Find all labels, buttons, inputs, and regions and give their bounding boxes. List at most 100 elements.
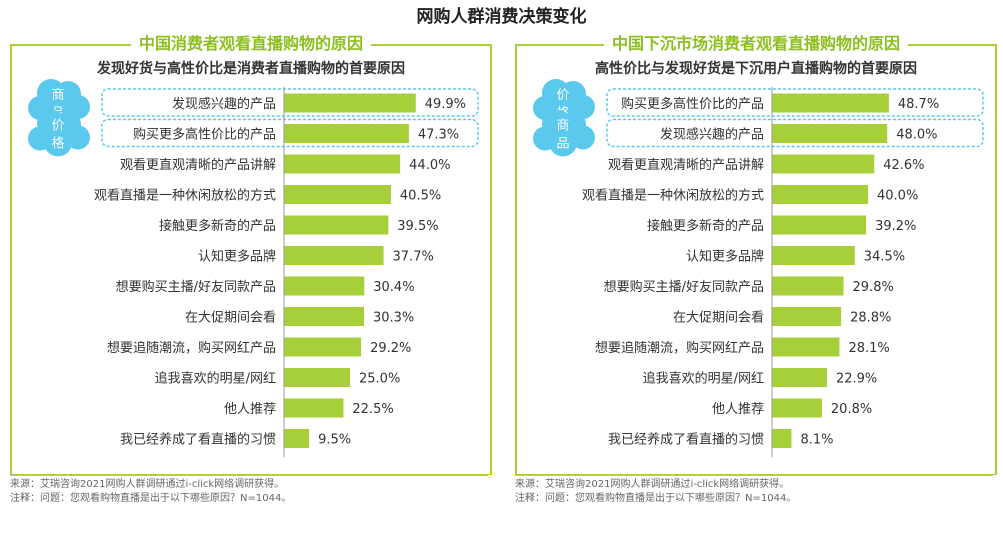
cloud-tag-char: 价 <box>556 88 569 103</box>
value-label: 20.8% <box>831 402 872 417</box>
category-label: 发现感兴趣的产品 <box>660 127 764 143</box>
category-label: 我已经养成了看直播的习惯 <box>120 432 276 448</box>
value-label: 39.5% <box>397 219 438 234</box>
bar <box>772 93 889 113</box>
cloud-lobe <box>571 125 595 150</box>
bar <box>772 337 840 357</box>
chart-subtitle: 高性价比与发现好货是下沉用户直播购物的首要原因 <box>595 61 917 77</box>
category-label: 他人推荐 <box>712 402 764 417</box>
chart-panel-lower-tier: 中国下沉市场消费者观看直播购物的原因 高性价比与发现好货是下沉用户直播购物的首要… <box>515 30 997 475</box>
value-label: 48.0% <box>896 128 937 143</box>
category-label: 认知更多品牌 <box>198 249 276 265</box>
category-label: 观看直播是一种休闲放松的方式 <box>582 188 764 204</box>
chart-title: 中国消费者观看直播购物的原因 <box>10 30 492 54</box>
value-label: 22.9% <box>836 372 877 387</box>
value-label: 48.7% <box>898 97 939 112</box>
value-label: 29.8% <box>853 280 894 295</box>
footer-lower-tier: 来源：艾瑞咨询2021网购人群调研通过i-click网络调研获得。 注释：问题：… <box>515 475 997 506</box>
cloud-lobe <box>66 125 90 150</box>
category-label: 想要追随潮流，购买网红产品 <box>595 340 764 356</box>
category-label: 观看更直观清晰的产品讲解 <box>120 157 276 173</box>
bar <box>284 185 391 204</box>
value-label: 28.8% <box>850 311 891 326</box>
footer-source: 来源：艾瑞咨询2021网购人群调研通过i-click网络调研获得。 <box>515 479 790 490</box>
highlight-box <box>101 88 479 117</box>
cloud-tag-char: 价 <box>51 119 64 134</box>
value-label: 25.0% <box>359 372 400 387</box>
footer-divider <box>10 475 488 476</box>
footer-divider <box>515 475 993 476</box>
bar <box>772 307 842 326</box>
category-label: 想要购买主播/好友同款产品 <box>116 279 276 295</box>
bar <box>772 185 868 204</box>
highlight-box <box>101 118 479 148</box>
highlight-box <box>606 88 984 117</box>
value-label: 37.7% <box>393 250 434 265</box>
bar <box>284 429 310 448</box>
cloud-lobe <box>549 128 577 157</box>
category-label: 追我喜欢的明星/网红 <box>155 371 276 387</box>
value-label: 40.5% <box>400 189 441 204</box>
value-label: 49.9% <box>425 97 466 112</box>
value-label: 42.6% <box>883 158 924 173</box>
page-title: 网购人群消费决策变化 <box>416 7 587 27</box>
bar-chart-national: 发现感兴趣的产品49.9%商品购买更多高性价比的产品47.3%价格观看更直观清晰… <box>28 79 479 457</box>
category-label: 追我喜欢的明星/网红 <box>643 371 764 387</box>
cloud-tag-char: 商 <box>51 88 64 103</box>
category-label: 购买更多高性价比的产品 <box>621 96 764 112</box>
cloud-tag <box>533 109 595 157</box>
footer-source: 来源：艾瑞咨询2021网购人群调研通过i-click网络调研获得。 <box>10 479 285 490</box>
footer-national: 来源：艾瑞咨询2021网购人群调研通过i-click网络调研获得。 注释：问题：… <box>10 475 492 506</box>
cloud-tag-char: 品 <box>556 137 569 152</box>
value-label: 34.5% <box>864 250 905 265</box>
value-label: 47.3% <box>418 128 459 143</box>
cloud-lobe <box>44 128 72 157</box>
category-label: 他人推荐 <box>224 402 276 417</box>
chart-title-text: 中国消费者观看直播购物的原因 <box>130 34 371 53</box>
category-label: 接触更多新奇的产品 <box>159 218 276 234</box>
bar <box>284 337 362 357</box>
value-label: 40.0% <box>877 189 918 204</box>
value-label: 44.0% <box>409 158 450 173</box>
footer-note: 注释：问题：您观看购物直播是出于以下哪些原因？N=1044。 <box>10 493 292 504</box>
cloud-tag-char: 格 <box>51 136 64 152</box>
category-label: 认知更多品牌 <box>686 249 764 265</box>
bar-chart-lower-tier: 购买更多高性价比的产品48.7%价格发现感兴趣的产品48.0%商品观看更直观清晰… <box>533 79 984 457</box>
category-label: 购买更多高性价比的产品 <box>133 127 276 143</box>
category-label: 发现感兴趣的产品 <box>172 96 276 112</box>
chart-subtitle: 发现好货与高性价比是消费者直播购物的首要原因 <box>97 61 405 77</box>
value-label: 30.4% <box>373 280 414 295</box>
category-label: 想要追随潮流，购买网红产品 <box>107 340 276 356</box>
category-label: 我已经养成了看直播的习惯 <box>608 432 764 448</box>
category-label: 观看更直观清晰的产品讲解 <box>608 157 764 173</box>
bar <box>772 124 888 143</box>
value-label: 22.5% <box>352 402 393 417</box>
category-label: 想要购买主播/好友同款产品 <box>604 279 764 295</box>
value-label: 39.2% <box>875 219 916 234</box>
bar <box>772 368 827 387</box>
bar <box>772 429 792 448</box>
category-label: 在大促期间会看 <box>185 310 276 326</box>
bar <box>284 93 416 113</box>
cloud-tag <box>28 109 90 157</box>
bar <box>772 154 875 174</box>
chart-panel-national: 中国消费者观看直播购物的原因 发现好货与高性价比是消费者直播购物的首要原因 发现… <box>10 30 492 475</box>
category-label: 接触更多新奇的产品 <box>647 218 764 234</box>
value-label: 28.1% <box>848 341 889 356</box>
category-label: 在大促期间会看 <box>673 310 764 326</box>
bar <box>284 124 409 143</box>
value-label: 30.3% <box>373 311 414 326</box>
bar <box>772 215 867 235</box>
category-label: 观看直播是一种休闲放松的方式 <box>94 188 276 204</box>
value-label: 9.5% <box>318 433 351 448</box>
bar <box>284 154 401 174</box>
bar <box>284 307 364 326</box>
bar <box>772 276 844 296</box>
bar <box>284 215 389 235</box>
bar <box>284 398 344 418</box>
value-label: 29.2% <box>370 341 411 356</box>
footer-note: 注释：问题：您观看购物直播是出于以下哪些原因？N=1044。 <box>515 493 797 504</box>
cloud-tag-char: 商 <box>556 119 569 134</box>
bar <box>772 398 822 418</box>
chart-title: 中国下沉市场消费者观看直播购物的原因 <box>515 30 997 54</box>
